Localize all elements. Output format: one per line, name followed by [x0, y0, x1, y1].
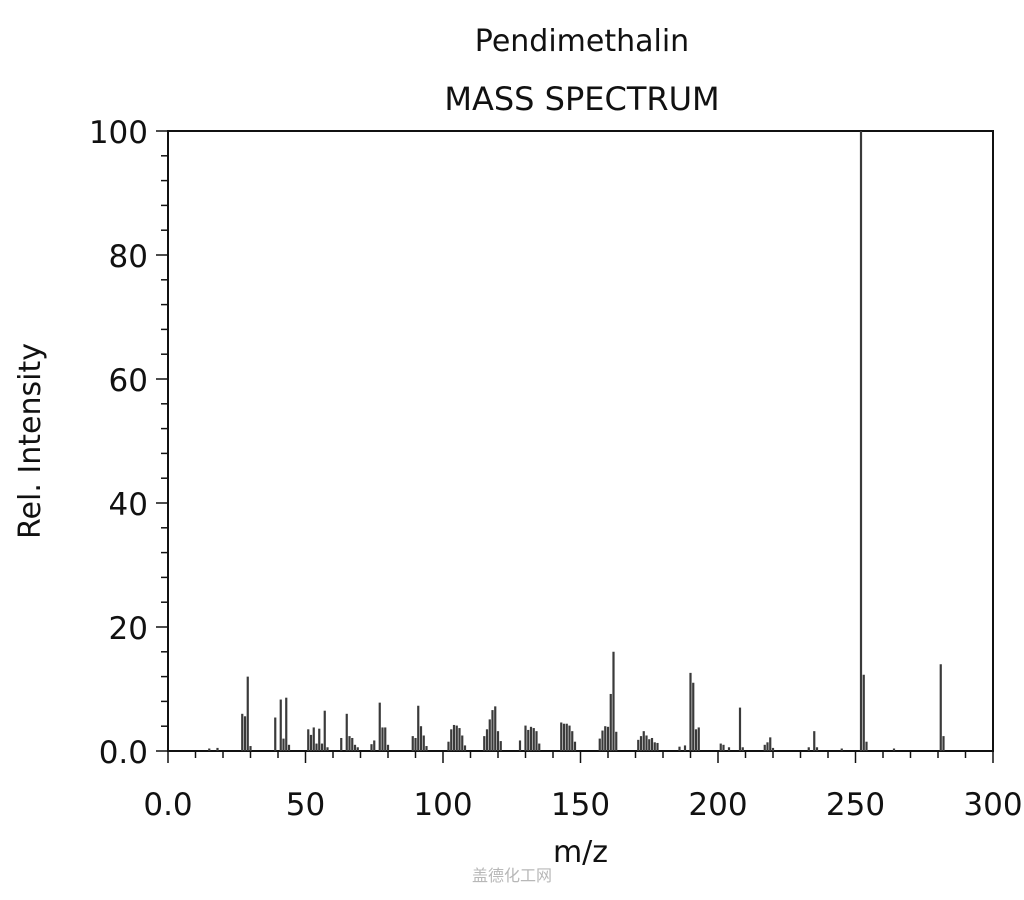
- plot-frame: [167, 130, 994, 752]
- y-axis-label: Rel. Intensity: [13, 343, 48, 539]
- y-tick-label: 80: [109, 239, 148, 275]
- y-tick-label: 40: [109, 487, 148, 523]
- chart-title: Pendimethalin: [474, 24, 690, 59]
- x-tick-label: 300: [963, 787, 1022, 823]
- y-tick-label: 60: [109, 363, 148, 399]
- y-tick-label: 20: [109, 611, 148, 647]
- x-tick-label: 200: [688, 787, 747, 823]
- watermark: 盖德化工网: [471, 866, 552, 885]
- y-tick-label: 100: [89, 115, 148, 151]
- chart-subtitle: MASS SPECTRUM: [444, 80, 720, 118]
- x-tick-label: 250: [826, 787, 885, 823]
- y-tick-label: 0.0: [99, 735, 148, 771]
- x-axis-label: m/z: [553, 835, 608, 870]
- x-tick-label: 150: [551, 787, 610, 823]
- x-tick-label: 50: [286, 787, 325, 823]
- x-tick-label: 0.0: [143, 787, 192, 823]
- x-tick-label: 100: [413, 787, 472, 823]
